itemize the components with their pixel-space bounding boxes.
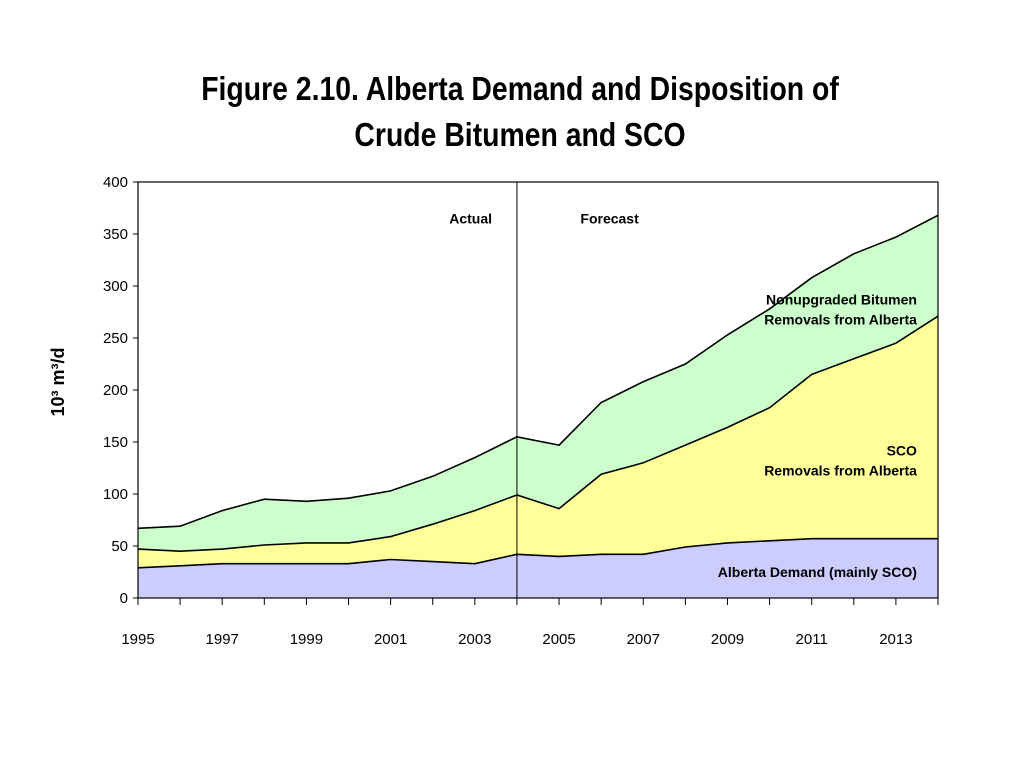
x-tick-label: 2005 <box>542 631 575 648</box>
x-tick-label: 2001 <box>374 631 407 648</box>
y-axis-label: 10³ m³/d <box>48 347 68 416</box>
annotation-label: Forecast <box>580 211 639 227</box>
area-series-2 <box>138 316 938 568</box>
series-line-3 <box>137 214 939 530</box>
series-label: Alberta Demand (mainly SCO) <box>718 564 917 580</box>
y-tick-label: 150 <box>103 434 128 451</box>
chart-title: Figure 2.10. Alberta Demand and Disposit… <box>73 66 967 158</box>
series-label: Removals from Alberta <box>764 463 917 479</box>
y-tick-label: 100 <box>103 486 128 503</box>
x-tick-label: 2007 <box>627 631 660 648</box>
y-tick-label: 350 <box>103 226 128 243</box>
area-series-3 <box>138 215 938 552</box>
annotation-label: Actual <box>449 211 492 227</box>
chart-title-line-1: Figure 2.10. Alberta Demand and Disposit… <box>201 70 839 107</box>
area-series-1 <box>138 538 938 598</box>
y-tick-label: 250 <box>103 330 128 347</box>
x-tick-label: 2013 <box>879 631 912 648</box>
x-tick-label: 1995 <box>121 631 154 648</box>
series-label: SCO <box>887 443 917 459</box>
y-tick-label: 200 <box>103 382 128 399</box>
y-tick-label: 400 <box>103 174 128 191</box>
x-tick-label: 2009 <box>711 631 744 648</box>
x-tick-label: 1997 <box>206 631 239 648</box>
series-line-1 <box>137 537 938 569</box>
series-label: Nonupgraded Bitumen <box>766 292 917 308</box>
x-tick-label: 2003 <box>458 631 491 648</box>
series-line-2 <box>137 315 939 553</box>
y-tick-label: 300 <box>103 278 128 295</box>
x-tick-label: 1999 <box>290 631 323 648</box>
x-tick-label: 2011 <box>796 631 828 648</box>
chart-title-line-2: Crude Bitumen and SCO <box>354 116 686 153</box>
y-tick-label: 50 <box>111 538 128 555</box>
y-tick-label: 0 <box>120 590 128 607</box>
series-label: Removals from Alberta <box>764 312 917 328</box>
